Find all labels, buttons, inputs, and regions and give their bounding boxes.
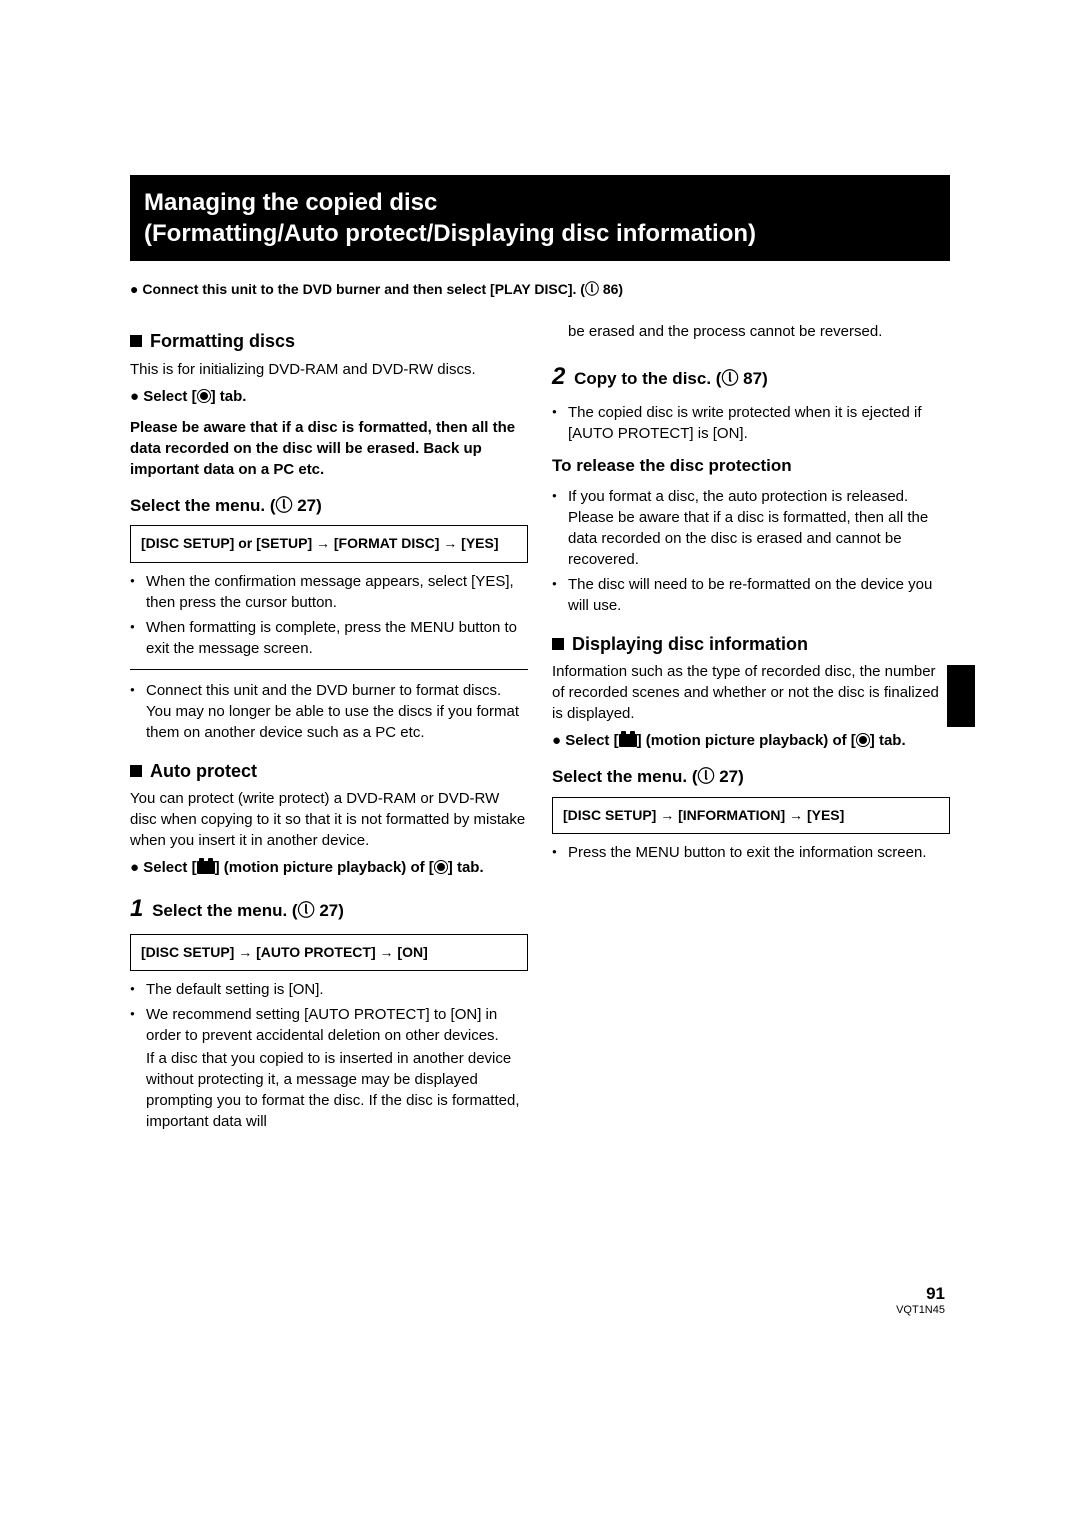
cont-text: be erased and the process cannot be reve… [552,321,950,342]
page-footer: 91 VQT1N45 [896,1284,945,1316]
heading-display-info: Displaying disc information [552,632,950,657]
select-menu-heading-3: Select the menu. (ⓛ 27) [552,765,950,789]
release-heading: To release the disc protection [552,454,950,478]
formatting-text: This is for initializing DVD-RAM and DVD… [130,359,528,380]
side-tab [947,665,975,727]
square-bullet-icon [130,765,142,777]
title-line2: (Formatting/Auto protect/Displaying disc… [144,218,936,249]
footer-code: VQT1N45 [896,1304,945,1316]
format-bullet-1: When the confirmation message appears, s… [130,571,528,613]
step2-heading: 2 Copy to the disc. (ⓛ 87) [552,360,950,394]
step1-heading: 1 Select the menu. (ⓛ 27) [130,892,528,926]
auto-text: You can protect (write protect) a DVD-RA… [130,788,528,851]
disc-icon [434,860,448,874]
display-select-line: ● Select [] (motion picture playback) of… [552,730,950,751]
disc-icon [856,733,870,747]
auto-select-line: ● Select [] (motion picture playback) of… [130,857,528,878]
menu-box-auto: [DISC SETUP] → [AUTO PROTECT] → [ON] [130,934,528,972]
heading-formatting: Formatting discs [130,329,528,354]
intro-line: ● Connect this unit to the DVD burner an… [130,279,950,299]
menu-box-format: [DISC SETUP] or [SETUP] → [FORMAT DISC] … [130,525,528,563]
format-warning: Please be aware that if a disc is format… [130,417,528,480]
auto-bullet-1: The default setting is [ON]. [130,979,528,1000]
menu-box-info: [DISC SETUP] → [INFORMATION] → [YES] [552,797,950,835]
select-tab-line: ● Select [] tab. [130,386,528,407]
display-text: Information such as the type of recorded… [552,661,950,724]
display-bullet-1: Press the MENU button to exit the inform… [552,842,950,863]
right-column: be erased and the process cannot be reve… [552,319,950,1140]
title-bar: Managing the copied disc (Formatting/Aut… [130,175,950,261]
release-bullet-1: If you format a disc, the auto protectio… [552,486,950,570]
select-menu-heading-1: Select the menu. (ⓛ 27) [130,494,528,518]
divider [130,669,528,670]
square-bullet-icon [552,638,564,650]
auto-bullet-2: We recommend setting [AUTO PROTECT] to [… [130,1004,528,1132]
film-icon [197,861,215,874]
step2-bullet-1: The copied disc is write protected when … [552,402,950,444]
left-column: Formatting discs This is for initializin… [130,319,528,1140]
film-icon [619,734,637,747]
release-bullet-2: The disc will need to be re-formatted on… [552,574,950,616]
title-line1: Managing the copied disc [144,187,936,218]
disc-icon [197,389,211,403]
page-number: 91 [896,1284,945,1304]
square-bullet-icon [130,335,142,347]
format-bullet-2: When formatting is complete, press the M… [130,617,528,659]
heading-auto-protect: Auto protect [130,759,528,784]
format-bullet-3: Connect this unit and the DVD burner to … [130,680,528,743]
